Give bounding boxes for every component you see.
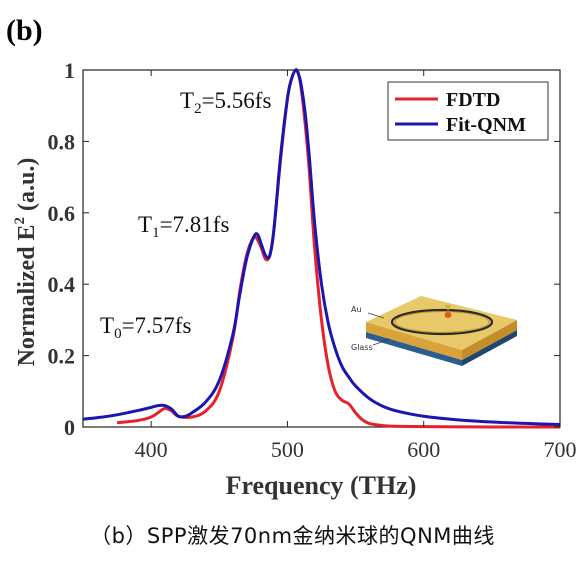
inset-label-glass: Glass [351, 343, 373, 352]
annotation-t2: T2=5.56fs [180, 88, 271, 117]
series-layer [82, 68, 561, 429]
inset-glass-side [462, 330, 517, 366]
inset-glass-pointer [372, 338, 391, 346]
y-axis-label: Normalized E2 (a.u.) [12, 158, 40, 367]
annotation-t0: T0=7.57fs [100, 313, 191, 342]
y-tick-label: 0.6 [48, 201, 76, 226]
y-tick-label: 0.8 [48, 129, 76, 154]
inset-schematic: Au Glass [351, 296, 517, 366]
y-axis-label-unit: (a.u.) [14, 158, 40, 217]
y-tick-label: 0.4 [48, 272, 76, 297]
y-tick-label: 0.2 [48, 344, 76, 369]
inset-label-au: Au [351, 305, 362, 314]
x-tick-label: 500 [271, 437, 304, 462]
legend: FDTD Fit-QNM [387, 81, 549, 141]
inset-ring-glow [394, 311, 490, 333]
y-tick-label: 1 [64, 58, 75, 83]
inset-dipole-icon [445, 305, 451, 311]
plot-area-frame [82, 69, 561, 428]
inset-glass-front [366, 332, 462, 366]
inset-au-pointer [367, 312, 385, 319]
x-tick-label: 700 [544, 437, 577, 462]
y-tick-label: 0 [64, 415, 75, 440]
legend-label-qnm: Fit-QNM [446, 114, 526, 136]
y-axis-label-main: Normalized E [14, 224, 40, 366]
x-axis-label: Frequency (THz) [226, 471, 417, 500]
series-line-fit-qnm [82, 68, 561, 426]
x-tick-label: 600 [407, 437, 440, 462]
figure-caption: （b）SPP激发70nm金纳米球的QNM曲线 [90, 524, 495, 548]
axis-frame [82, 69, 561, 428]
tick-layer: 400 500 600 700 0 0.2 0.4 0.6 0.8 1 [48, 58, 577, 462]
chart: 400 500 600 700 0 0.2 0.4 0.6 0.8 1 Frequency (TH… [12, 58, 577, 500]
x-tick-label: 400 [135, 437, 168, 462]
inset-ring [390, 308, 494, 336]
inset-nanosphere [444, 312, 452, 318]
inset-gold-top [366, 296, 517, 350]
legend-label-fdtd: FDTD [446, 89, 500, 111]
panel-label: (b) [6, 14, 43, 47]
inset-gold-front [366, 322, 462, 360]
y-axis-label-sup: 2 [12, 217, 28, 225]
inset-gold-side [462, 320, 517, 360]
annotation-t1: T1=7.81fs [138, 212, 229, 241]
